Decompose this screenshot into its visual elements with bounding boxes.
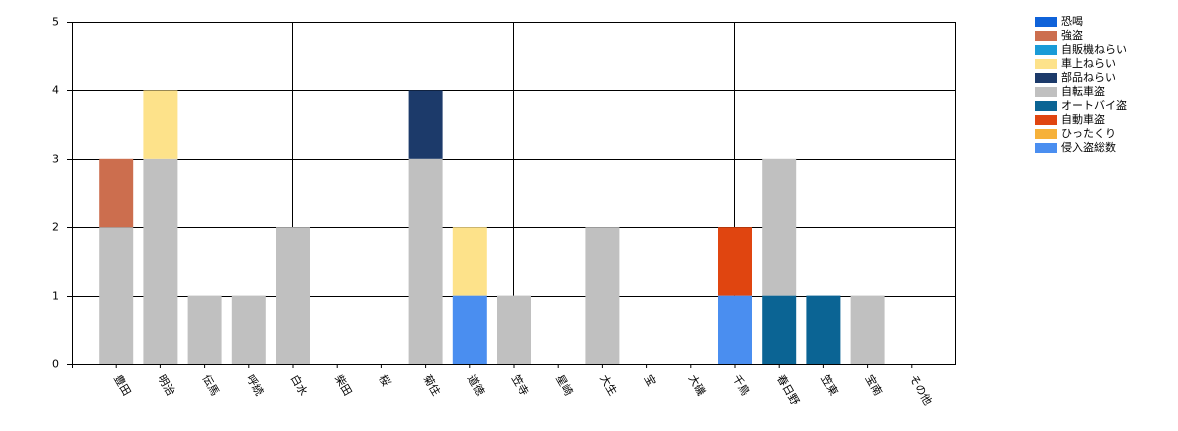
- x-tick-label: その他: [907, 373, 935, 408]
- x-tick-label: 白水: [288, 372, 311, 398]
- legend-label: 侵入盗総数: [1061, 140, 1116, 154]
- x-tick-label: 桜: [376, 372, 394, 389]
- bar-segment: [452, 227, 487, 296]
- y-tick-label: 1: [52, 290, 59, 303]
- legend-label: 自販機ねらい: [1061, 42, 1127, 56]
- bar-segment: [143, 158, 178, 364]
- legend-swatch: [1035, 31, 1057, 41]
- y-tick-label: 0: [52, 358, 59, 371]
- x-tick-label: 大生: [597, 372, 620, 398]
- legend-label: オートバイ盗: [1061, 99, 1127, 112]
- bar-segment: [762, 295, 797, 364]
- x-tick-label: 柴田: [332, 372, 355, 398]
- legend-swatch: [1035, 17, 1057, 27]
- bar-segment: [187, 295, 222, 364]
- x-tick-label: 笠東: [818, 372, 841, 398]
- x-tick-label: 千鳥: [730, 372, 753, 398]
- legend-label: 恐喝: [1061, 15, 1083, 28]
- y-tick-label: 5: [52, 16, 59, 29]
- bar-segment: [850, 295, 885, 364]
- legend-swatch: [1035, 101, 1057, 111]
- legend-label: 強盗: [1061, 29, 1083, 42]
- x-tick-label: 笠寺: [509, 372, 532, 398]
- bar-segment: [99, 227, 134, 364]
- x-tick-label: 豊田: [111, 373, 133, 399]
- x-tick-label: 呼続: [244, 372, 267, 398]
- x-tick-label: 宝: [641, 372, 659, 389]
- bar-segment: [231, 295, 266, 364]
- legend-swatch: [1035, 129, 1057, 139]
- bar-segment: [408, 158, 443, 364]
- bar-segment: [143, 90, 178, 159]
- legend-swatch: [1035, 45, 1057, 55]
- legend-swatch: [1035, 73, 1057, 83]
- bar-segment: [99, 158, 134, 228]
- legend-swatch: [1035, 143, 1057, 153]
- legend-label: 車上ねらい: [1061, 56, 1116, 70]
- bar-segment: [718, 227, 752, 296]
- bar-segment: [408, 90, 443, 159]
- legend-label: 自動車盗: [1061, 112, 1105, 126]
- x-tick-label: 伝馬: [199, 373, 221, 399]
- x-tick-label: 星崎: [553, 372, 576, 398]
- legend: 恐喝強盗自販機ねらい車上ねらい部品ねらい自転車盗オートバイ盗自動車盗ひったくり侵…: [1035, 15, 1127, 154]
- legend-label: 部品ねらい: [1061, 70, 1116, 84]
- x-tick-label: 菊住: [420, 372, 443, 398]
- legend-swatch: [1035, 87, 1057, 97]
- bar-segment: [585, 227, 620, 364]
- bar-segment: [762, 158, 797, 296]
- legend-swatch: [1035, 59, 1057, 69]
- legend-label: 自転車盗: [1061, 84, 1105, 98]
- legend-swatch: [1035, 115, 1057, 125]
- y-tick-label: 3: [52, 153, 59, 166]
- bar-segment: [718, 295, 752, 364]
- x-tick-label: 明治: [155, 372, 178, 398]
- y-tick-label: 2: [52, 221, 59, 234]
- x-tick-label: 道徳: [465, 372, 488, 398]
- bar-segment: [497, 295, 531, 364]
- legend-label: ひったくり: [1061, 127, 1116, 140]
- bar-segment: [452, 295, 487, 364]
- bar-segment: [806, 295, 841, 364]
- y-tick-label: 4: [52, 84, 59, 97]
- bar-segment: [276, 227, 310, 364]
- x-tick-label: 春日野: [774, 373, 802, 408]
- x-tick-label: 大磯: [686, 372, 709, 398]
- x-tick-label: 宝南: [862, 372, 885, 398]
